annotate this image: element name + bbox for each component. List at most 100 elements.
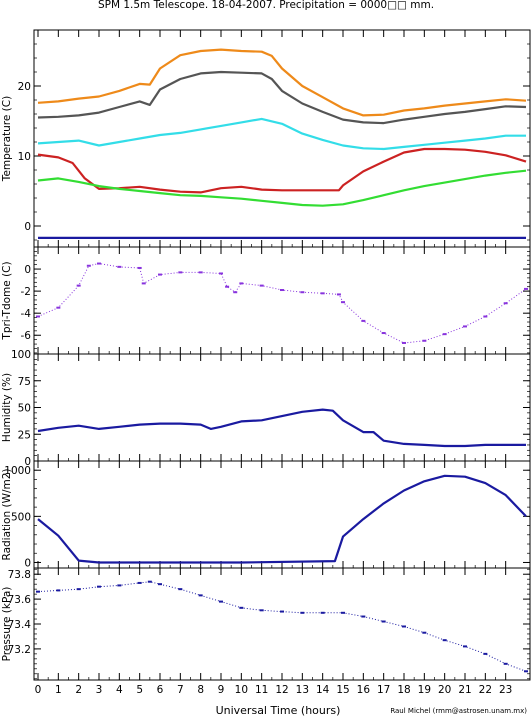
y-tick-label: 0: [24, 456, 31, 468]
x-tick-label: 12: [275, 684, 288, 696]
panel-3: Humidity (%) 0 25 50 75 100: [1, 349, 531, 468]
data-point: [402, 625, 406, 628]
x-tick-label: 3: [96, 684, 103, 696]
series-line: [37, 70, 527, 125]
y-tick-label: 20: [18, 81, 31, 93]
data-point: [137, 266, 142, 269]
page-title: SPM 1.5m Telescope. 18-04-2007. Precipit…: [98, 0, 434, 11]
data-point: [158, 273, 162, 276]
data-point: [86, 264, 91, 267]
y-tick-label: 500: [11, 511, 31, 523]
y-tick-label: -4: [21, 308, 32, 320]
y-tick-label: 0: [24, 264, 31, 276]
y-axis-label: Pressure (kPa): [1, 587, 13, 662]
y-tick-label: 1000: [4, 465, 31, 477]
x-tick-label: 15: [336, 684, 349, 696]
y-axis-label: Humidity (%): [1, 373, 13, 442]
x-tick-label: 2: [75, 684, 82, 696]
x-tick-label: 23: [499, 684, 512, 696]
data-point: [97, 585, 101, 588]
x-tick-label: 0: [35, 684, 42, 696]
credit-text: Raul Michel (rmm@astrosen.unam.mx): [390, 707, 527, 715]
data-point: [178, 588, 183, 591]
data-point: [219, 272, 223, 275]
data-point: [239, 282, 244, 285]
y-tick-label: 50: [18, 403, 31, 415]
panel-2: Tpri-Tdome (C) 0 -2 -4 -6: [1, 246, 531, 355]
x-tick-label: 7: [177, 684, 184, 696]
data-point: [503, 302, 508, 305]
panel-1: Temperature (C) 0 10 20: [1, 29, 531, 248]
data-point: [259, 609, 264, 612]
data-point: [381, 332, 386, 335]
series-line: [37, 48, 527, 117]
data-point: [56, 306, 61, 309]
x-tick-label: 22: [479, 684, 492, 696]
x-tick-label: 18: [397, 684, 410, 696]
data-point: [56, 589, 61, 592]
data-point: [442, 333, 447, 336]
data-point: [225, 285, 230, 288]
y-tick-label: -2: [21, 286, 31, 298]
data-point: [280, 610, 284, 613]
data-point: [76, 588, 81, 591]
panel-frame: [33, 567, 531, 681]
y-tick-label: 25: [18, 429, 31, 441]
x-tick-label: 11: [255, 684, 268, 696]
y-tick-label: 73.4: [8, 619, 32, 631]
data-point: [300, 611, 305, 614]
x-tick-label: 9: [218, 684, 225, 696]
series-line: [37, 408, 526, 448]
x-tick-label: 10: [235, 684, 248, 696]
series-line: [37, 262, 527, 344]
data-point: [36, 590, 40, 593]
x-tick-label: 13: [296, 684, 309, 696]
y-tick-label: -6: [21, 330, 32, 342]
data-point: [361, 319, 366, 322]
data-point: [320, 292, 325, 295]
x-tick-label: 14: [316, 684, 330, 696]
data-point: [233, 291, 238, 294]
y-tick-label: 0: [24, 221, 31, 233]
data-point: [422, 339, 427, 342]
y-tick-label: 73.6: [8, 594, 32, 606]
series-line: [37, 474, 527, 564]
y-tick-label: 10: [18, 151, 31, 163]
x-tick-label: 8: [197, 684, 204, 696]
y-axis-label: Tpri-Tdome (C): [1, 261, 13, 340]
x-tick-label: 19: [418, 684, 431, 696]
x-tick-label: 20: [438, 684, 451, 696]
data-point: [320, 611, 325, 614]
x-tick-label: 5: [136, 684, 143, 696]
y-tick-label: 75: [18, 376, 31, 388]
series-line: [37, 581, 527, 672]
x-tick-label: 21: [458, 684, 471, 696]
x-tick-label: 1: [55, 684, 62, 696]
series-line: [37, 117, 526, 151]
panel-frame: [33, 246, 531, 355]
data-point: [158, 583, 162, 586]
x-tick-label: 16: [357, 684, 371, 696]
data-point: [147, 580, 152, 583]
data-point: [463, 645, 467, 648]
y-tick-label: 100: [11, 349, 31, 361]
series-line: [37, 169, 527, 207]
data-point: [198, 594, 203, 597]
y-axis-label: Temperature (C): [1, 96, 13, 182]
y-tick-label: 0: [24, 557, 31, 569]
data-point: [483, 315, 488, 318]
panel-5: Pressure (kPa)73.2 73.4 73.6 73.8: [1, 567, 531, 681]
x-axis-label: Universal Time (hours): [216, 704, 341, 717]
y-axis-label: Radiation (W/m2): [1, 469, 13, 561]
panel-frame: [33, 29, 531, 248]
y-tick-label: 73.8: [8, 569, 31, 581]
data-point: [259, 284, 264, 287]
x-tick-label: 4: [116, 684, 123, 696]
panel-4: Radiation (W/m2) 0 500 1000: [1, 460, 531, 569]
x-tick-label: 6: [157, 684, 164, 696]
data-point: [524, 670, 528, 673]
y-tick-label: 73.2: [8, 644, 31, 656]
data-point: [402, 341, 406, 344]
